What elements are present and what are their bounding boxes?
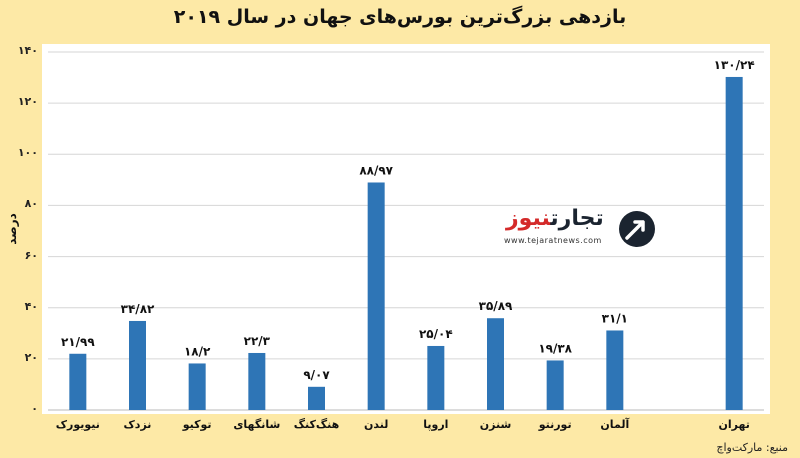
data-label: ۹/۰۷ <box>303 368 330 382</box>
x-tick-label: توکیو <box>182 418 212 431</box>
bar <box>188 363 206 410</box>
data-label: ۳۱/۱ <box>602 311 628 325</box>
source-note: منبع: مارکت‌واچ <box>716 441 788 454</box>
data-label: ۳۵/۸۹ <box>479 299 513 313</box>
y-tick-label: ۸۰ <box>24 197 38 211</box>
data-label: ۲۱/۹۹ <box>61 335 95 349</box>
bar <box>427 345 445 410</box>
watermark-logo: تجارتنیوز www.tejaratnews.com <box>500 204 665 256</box>
y-tick-label: ۱۰۰ <box>17 146 38 160</box>
bar-chart: ۲۱/۹۹ ۳۴/۸۲ ۱۸/۲ ۲۲/۳ ۹/۰۷ ۸۸/۹۷ ۲۵/۰۴ ۳۵/۸۹ ۱۹/… <box>48 51 764 411</box>
tejarat-arrow-icon <box>619 211 655 247</box>
data-label: ۲۲/۳ <box>244 334 271 348</box>
bar <box>606 330 624 410</box>
x-tick-label: اروپا <box>423 418 449 431</box>
data-label: ۲۵/۰۴ <box>419 327 453 341</box>
bar <box>367 182 385 410</box>
bar <box>248 352 266 410</box>
bar <box>546 360 564 410</box>
y-tick-label: ۰ <box>31 402 38 415</box>
data-label: ۸۸/۹۷ <box>359 163 393 177</box>
bar <box>129 320 146 410</box>
bar <box>725 76 743 411</box>
logo-url: www.tejaratnews.com <box>504 236 602 245</box>
logo-brand-part2: نیوز <box>506 206 551 231</box>
data-label: ۱۳۰/۲۴ <box>714 58 755 72</box>
x-tick-label: نیویورک <box>55 418 100 431</box>
x-tick-label: هنگ‌کنگ <box>293 418 340 431</box>
y-axis-label: درصد <box>5 213 19 245</box>
logo-brand-text: تجارتنیوز <box>506 206 604 231</box>
x-tick-label: شانگهای <box>233 418 281 431</box>
logo-brand-part1: تجارت <box>550 206 604 231</box>
data-label: ۱۹/۳۸ <box>538 341 572 355</box>
bar <box>69 353 87 410</box>
x-tick-label: نزدک <box>123 418 152 431</box>
x-tick-label: تورنتو <box>538 418 572 431</box>
bar <box>487 318 504 410</box>
x-tick-label: شنزن <box>479 418 512 431</box>
x-tick-label: آلمان <box>600 418 630 431</box>
y-tick-label: ۱۲۰ <box>17 95 38 109</box>
y-tick-label: ۶۰ <box>24 248 38 262</box>
chart-title: بازدهی بزرگ‌ترین بورس‌های جهان در سال ۲۰… <box>173 6 627 28</box>
x-tick-label: لندن <box>363 418 389 431</box>
y-tick-label: ۲۰ <box>24 350 38 364</box>
data-label: ۱۸/۲ <box>184 344 211 358</box>
y-tick-label: ۴۰ <box>24 299 38 313</box>
data-label: ۳۴/۸۲ <box>121 302 155 316</box>
bar <box>308 386 325 410</box>
y-tick-label: ۱۴۰ <box>17 44 38 57</box>
x-tick-label: تهران <box>718 418 750 431</box>
